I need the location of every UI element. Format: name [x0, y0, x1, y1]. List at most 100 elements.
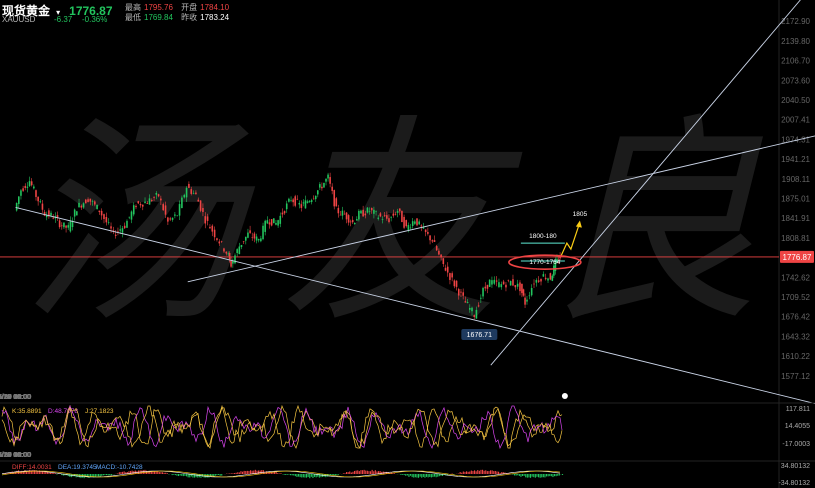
macd-bar [309, 474, 311, 479]
watermark-char: 汤 [20, 96, 256, 352]
macd-bar [202, 474, 204, 477]
macd-bar [99, 474, 101, 477]
price-stats: 最高 1795.76 开盘 1784.10 最低 1769.84 昨收 1783.24 [125, 3, 235, 23]
macd-bar [482, 469, 484, 474]
candle-body [167, 217, 169, 222]
macd-bar [330, 474, 332, 476]
macd-bar [333, 474, 335, 476]
candle-body [457, 289, 460, 296]
macd-bar [184, 474, 186, 477]
candle-body [60, 225, 63, 227]
macd-bar [205, 474, 207, 478]
last-price-label: 1776.87 [783, 253, 812, 262]
candle-body [63, 222, 65, 228]
candle-body [18, 196, 20, 204]
macd-bar [317, 474, 319, 477]
macd-bar [152, 471, 154, 474]
macd-bar [514, 474, 516, 476]
macd-bar [141, 470, 143, 474]
macd-bar [418, 474, 420, 478]
macd-bar [502, 472, 504, 474]
macd-bar [474, 470, 476, 474]
macd-bar [542, 474, 544, 478]
macd-bar [405, 474, 407, 476]
macd-bar [248, 470, 250, 474]
macd-bar [37, 471, 39, 474]
macd-bar [546, 474, 548, 477]
macd-bar [142, 470, 144, 474]
macd-bar [240, 471, 242, 474]
macd-bar [493, 471, 495, 474]
macd-bar [234, 473, 236, 474]
macd-bar [8, 472, 10, 474]
macd-bar [470, 470, 472, 474]
candle-body [26, 186, 29, 188]
candle-body [405, 220, 408, 227]
macd-bar [85, 474, 87, 478]
instrument-dropdown-icon[interactable]: ▾ [56, 8, 61, 17]
candle-body [266, 220, 269, 224]
kdj-x-tick-label: 03/17 08:00 [0, 452, 31, 459]
macd-bar [360, 470, 362, 474]
candle-body [302, 202, 305, 204]
rising-support-line [490, 0, 801, 366]
macd-bar [290, 474, 292, 476]
macd-bar [394, 473, 396, 474]
candle-body [471, 307, 473, 312]
candle-body [80, 205, 83, 208]
macd-bar [69, 474, 71, 477]
macd-bar [38, 470, 40, 474]
macd-bar [558, 474, 560, 476]
candle-body [204, 216, 207, 224]
candle-body [547, 278, 549, 281]
macd-bar [144, 469, 146, 474]
macd-bar [285, 474, 287, 475]
candle-body [164, 205, 167, 215]
candle-body [429, 235, 431, 241]
candle-body [71, 220, 74, 228]
candle-body [255, 236, 258, 241]
macd-bar [219, 474, 221, 476]
candle-body [130, 211, 133, 220]
macd-bar [480, 469, 482, 474]
kdj-y-tick: 14.4055 [785, 423, 810, 430]
macd-bar [528, 474, 530, 478]
macd-bar [210, 474, 212, 477]
macd-bar [102, 474, 104, 476]
candle-body [150, 199, 153, 201]
candle-body [480, 297, 482, 299]
macd-bar [160, 472, 162, 474]
candle-body [41, 203, 44, 210]
macd-bar [250, 470, 252, 474]
chart-header: 现货黄金 ▾ 1776.87 XAUUSD -6.37 -0.36% [2, 2, 113, 24]
macd-value-label: MACD:-10.7428 [96, 464, 143, 471]
candle-body [398, 208, 401, 212]
macd-bar [304, 474, 306, 478]
low-value: 1769.84 [144, 13, 173, 22]
macd-bar [358, 471, 360, 474]
candle-body [69, 220, 72, 232]
macd-bar [362, 470, 364, 474]
candle-body [39, 201, 42, 203]
macd-bar [277, 473, 279, 474]
macd-bar [310, 474, 312, 477]
macd-bar [120, 472, 122, 474]
macd-bar [190, 474, 192, 477]
macd-bar [154, 471, 156, 474]
candle-body [451, 273, 453, 278]
candle-body [477, 305, 480, 307]
candle-body [512, 279, 514, 286]
candle-body [533, 283, 535, 285]
candle-body [446, 266, 449, 273]
kdj-x-tick-label: 04/16 00:00 [0, 452, 31, 459]
macd-bar [549, 474, 551, 477]
macd-bar [486, 471, 488, 474]
candle-body [275, 222, 277, 225]
macd-bar [171, 474, 173, 476]
macd-bar [499, 472, 501, 474]
macd-bar [166, 473, 168, 474]
macd-bar [298, 474, 300, 477]
macd-bar [128, 471, 130, 474]
macd-bar [515, 474, 517, 476]
